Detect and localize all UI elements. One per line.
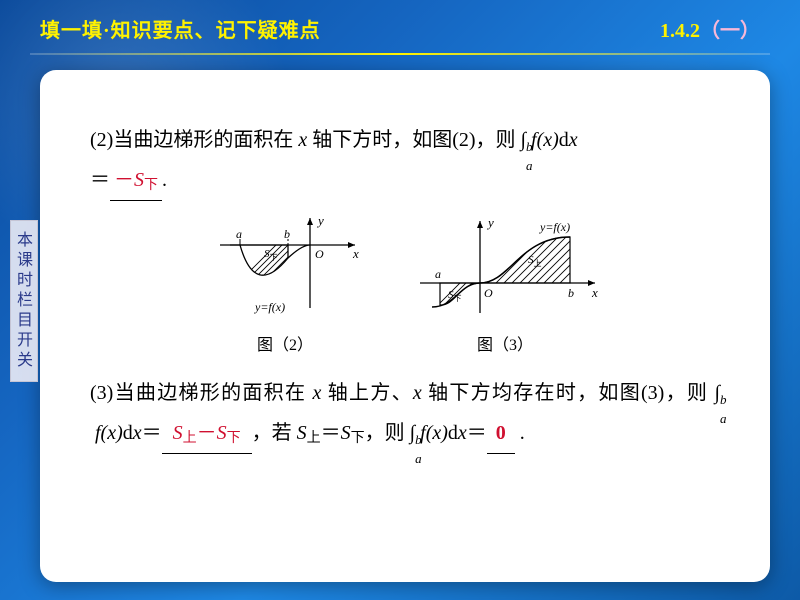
- p3-sub-d: 下: [351, 431, 365, 446]
- section-suffix: （一）: [700, 20, 760, 42]
- figures-row: x y O a b S下: [90, 213, 720, 355]
- p2-text-1: (2)当曲边梯形的面积在: [90, 129, 298, 151]
- p3-text-5: ，则: [365, 422, 410, 444]
- header-right-section: 1.4.2（一）: [660, 14, 760, 43]
- p3-period: .: [515, 422, 525, 444]
- ans3a-S1: S: [173, 422, 183, 444]
- p3-x2: x: [413, 382, 422, 404]
- fig3-a-label: a: [435, 267, 441, 281]
- ans3b: 0: [496, 422, 506, 444]
- fig2-a-label: a: [236, 227, 242, 241]
- p3-text-4: ，若: [252, 422, 297, 444]
- fig2-O-label: O: [315, 247, 324, 261]
- fig3-fn-label: y=f(x): [539, 220, 570, 234]
- ans2-S: S: [134, 169, 144, 191]
- blank-answer-3b: 0: [487, 413, 515, 454]
- figure-3: x y O: [410, 213, 600, 355]
- p3-S2: S: [341, 422, 351, 444]
- content-card: (2)当曲边梯形的面积在 x 轴下方时，如图(2)，则 ∫ba f(x)dx ＝…: [40, 70, 770, 582]
- fig2-b-label: b: [284, 227, 290, 241]
- ans2-minus: －: [114, 169, 134, 191]
- fig2-x-label: x: [352, 246, 359, 261]
- sidebar-tab[interactable]: 本课时栏目开关: [10, 220, 38, 382]
- integral-expr-3b: ∫ba f(x)dx: [410, 422, 467, 444]
- figure-3-caption: 图（3）: [477, 331, 533, 355]
- p3-eqf: ＝: [467, 422, 487, 444]
- p3-text-3: 轴下方均存在时，如图(3)，则: [422, 382, 715, 404]
- header-left-title: 填一填·知识要点、记下疑难点: [40, 14, 321, 43]
- ans2-sub: 下: [144, 178, 158, 193]
- ans3a-S2: S: [217, 422, 227, 444]
- ans3a-sub1: 上: [183, 431, 197, 446]
- p3-sub-u: 上: [307, 431, 321, 446]
- section-number: 1.4.2: [660, 20, 700, 42]
- ans3a-sub2: 下: [227, 431, 241, 446]
- p3-S1: S: [297, 422, 307, 444]
- ans3a-minus: －: [197, 422, 217, 444]
- p3-eq1: ＝: [142, 422, 162, 444]
- figure-3-svg: x y O: [410, 213, 600, 323]
- fig2-y-label: y: [316, 213, 324, 228]
- p3-text-1: (3)当曲边梯形的面积在: [90, 382, 313, 404]
- figure-2-caption: 图（2）: [257, 331, 313, 355]
- p2-text-3: ＝: [90, 169, 110, 191]
- paragraph-3: (3)当曲边梯形的面积在 x 轴上方、x 轴下方均存在时，如图(3)，则 ∫ba…: [90, 373, 720, 454]
- p2-text-2: 轴下方时，如图(2)，则: [307, 129, 520, 151]
- blank-answer-3a: S上－S下: [162, 413, 252, 454]
- p3-eq2: ＝: [321, 422, 341, 444]
- fig3-b-label: b: [568, 286, 574, 300]
- paragraph-2: (2)当曲边梯形的面积在 x 轴下方时，如图(2)，则 ∫ba f(x)dx ＝…: [90, 120, 720, 201]
- header-underline: [30, 53, 770, 55]
- fig3-y-label: y: [486, 215, 494, 230]
- slide-header: 填一填·知识要点、记下疑难点 1.4.2（一）: [0, 0, 800, 49]
- var-x: x: [298, 129, 307, 151]
- fig3-O-label: O: [484, 286, 493, 300]
- p3-text-2: 轴上方、: [321, 382, 412, 404]
- fig3-x-label: x: [591, 285, 598, 300]
- integral-expr-2: ∫ba f(x)dx: [521, 129, 578, 151]
- p2-period: .: [162, 169, 167, 191]
- fig2-fn-label: y=f(x): [254, 300, 285, 314]
- blank-answer-2: －S下: [110, 160, 162, 201]
- figure-2-svg: x y O a b S下: [210, 213, 360, 323]
- figure-2: x y O a b S下: [210, 213, 360, 355]
